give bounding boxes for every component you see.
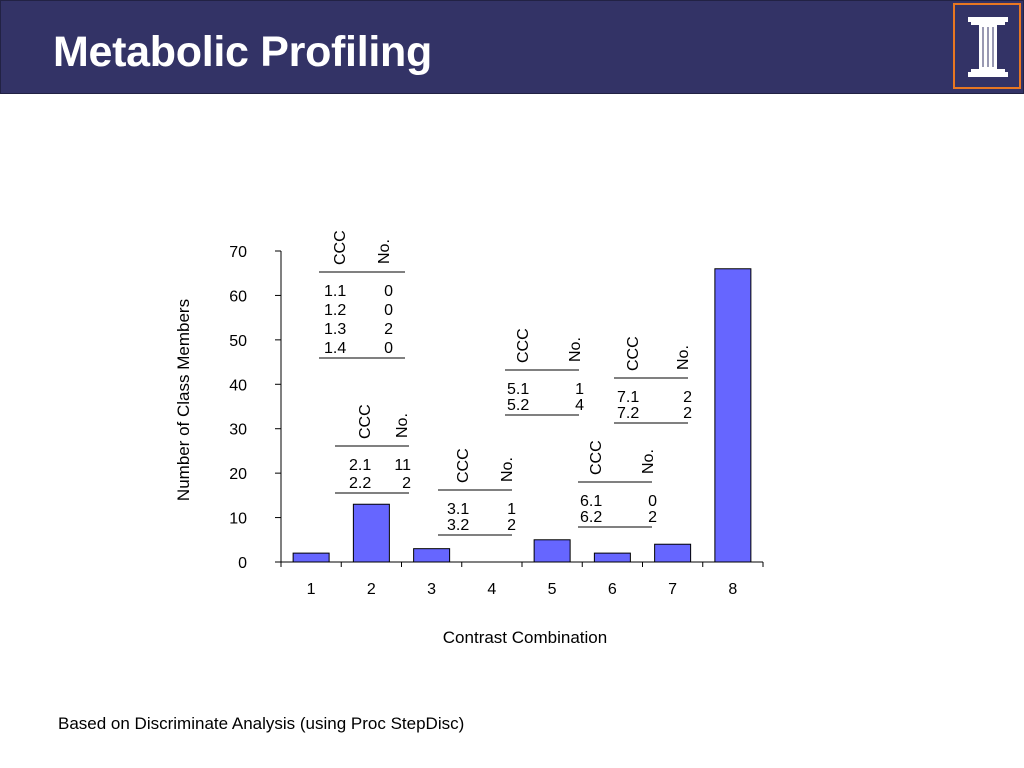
annotation-ccc-value: 3.2 — [447, 517, 469, 534]
y-tick-label: 0 — [238, 555, 247, 572]
annotation-header-ccc: CCC — [357, 404, 374, 439]
annotation-header-ccc: CCC — [625, 336, 642, 371]
annotation-ccc-value: 1.3 — [324, 321, 346, 338]
annotation-header-ccc: CCC — [515, 328, 532, 363]
annotation-header-no: No. — [499, 457, 516, 482]
x-tick-label: 6 — [608, 581, 617, 598]
bar — [352, 503, 390, 563]
annotation-ccc-value: 1.4 — [324, 340, 346, 357]
x-tick-label: 8 — [728, 581, 737, 598]
y-tick-label: 50 — [229, 333, 247, 350]
annotation-ccc-value: 7.2 — [617, 405, 639, 422]
annotation-header-no: No. — [376, 239, 393, 264]
y-tick-label: 60 — [229, 288, 247, 305]
annotation-count-value: 2 — [683, 405, 692, 422]
y-tick-label: 30 — [229, 422, 247, 439]
x-tick-label: 7 — [668, 581, 677, 598]
annotation-ccc-value: 3.1 — [447, 501, 469, 518]
annotation-count-value: 2 — [384, 321, 393, 338]
annotation-header-ccc: CCC — [455, 448, 472, 483]
illinois-i-logo-icon — [953, 3, 1021, 89]
bar — [533, 539, 571, 563]
bar — [714, 268, 752, 563]
annotation-ccc-value: 6.2 — [580, 509, 602, 526]
bar — [292, 552, 330, 563]
annotation-count-value: 2 — [402, 475, 411, 492]
annotation-header-ccc: CCC — [588, 440, 605, 475]
x-tick-label: 3 — [427, 581, 436, 598]
y-axis-title: Number of Class Members — [174, 299, 193, 501]
annotation-header-no: No. — [394, 413, 411, 438]
annotation-header-ccc: CCC — [332, 230, 349, 265]
x-tick-label: 4 — [487, 581, 496, 598]
footnote: Based on Discriminate Analysis (using Pr… — [58, 714, 465, 733]
x-tick-label: 5 — [548, 581, 557, 598]
annotation-count-value: 11 — [394, 457, 411, 474]
annotation-header-no: No. — [675, 345, 692, 370]
y-tick-label: 20 — [229, 466, 247, 483]
annotation-ccc-value: 7.1 — [617, 389, 639, 406]
annotation-ccc-value: 1.2 — [324, 302, 346, 319]
title-bar: Metabolic Profiling — [0, 0, 1024, 94]
annotation-ccc-value: 2.2 — [349, 475, 371, 492]
slide-title: Metabolic Profiling — [53, 28, 432, 76]
bar — [413, 548, 451, 563]
y-tick-label: 10 — [229, 511, 247, 528]
annotation-count-value: 0 — [648, 493, 657, 510]
x-tick-label: 2 — [367, 581, 376, 598]
bar — [654, 543, 692, 563]
annotation-count-value: 1 — [507, 501, 516, 518]
bar — [593, 552, 631, 563]
annotation-ccc-value: 5.1 — [507, 381, 529, 398]
x-axis-title: Contrast Combination — [443, 628, 607, 647]
annotation-count-value: 2 — [648, 509, 657, 526]
x-tick-label: 1 — [307, 581, 316, 598]
annotation-ccc-value: 2.1 — [349, 457, 371, 474]
annotation-count-value: 4 — [575, 397, 584, 414]
annotation-count-value: 0 — [384, 302, 393, 319]
annotation-ccc-value: 1.1 — [324, 283, 346, 300]
annotation-count-value: 2 — [507, 517, 516, 534]
annotation-ccc-value: 5.2 — [507, 397, 529, 414]
annotation-ccc-value: 6.1 — [580, 493, 602, 510]
y-tick-label: 40 — [229, 377, 247, 394]
annotation-count-value: 1 — [575, 381, 584, 398]
annotation-header-no: No. — [567, 337, 584, 362]
annotation-count-value: 2 — [683, 389, 692, 406]
annotation-header-no: No. — [640, 449, 657, 474]
y-tick-label: 70 — [229, 244, 247, 261]
annotation-count-value: 0 — [384, 283, 393, 300]
annotation-count-value: 0 — [384, 340, 393, 357]
